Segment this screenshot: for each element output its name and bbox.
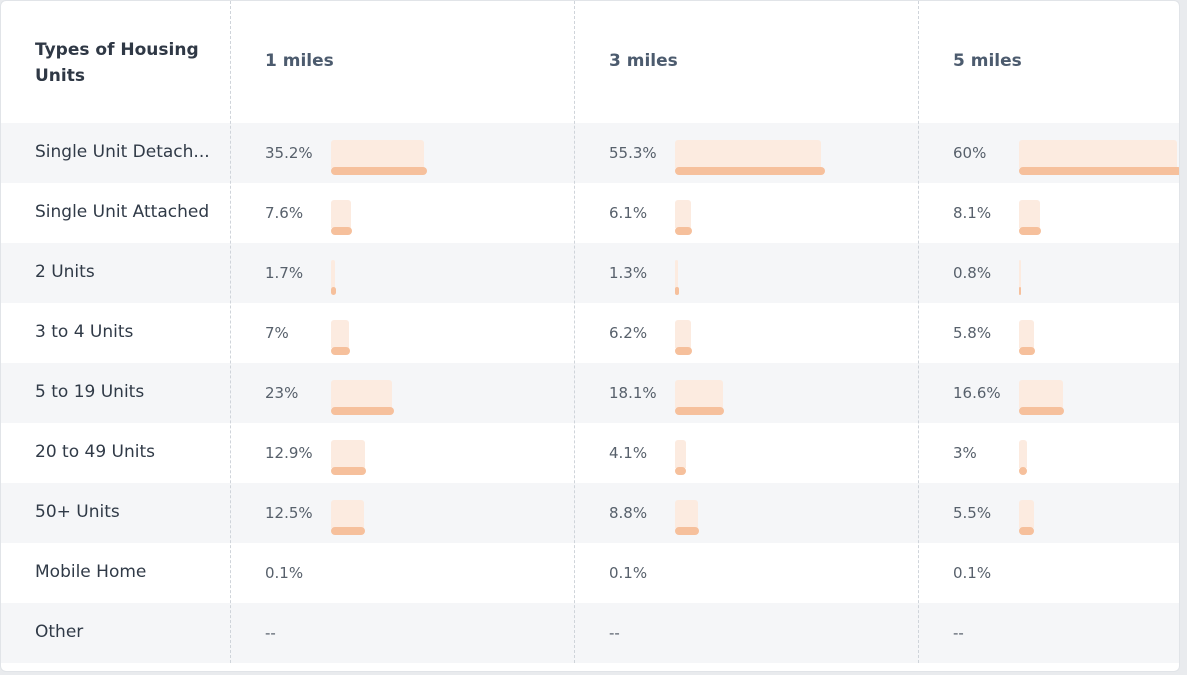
percent-value: 0.8% (953, 264, 992, 282)
table-row: 5 to 19 Units 23% 18.1% 16.6% (1, 363, 1179, 423)
percent-value: 1.3% (609, 264, 648, 282)
percent-value: 0.1% (265, 564, 304, 582)
column-divider (574, 1, 575, 663)
percent-value: 0.1% (953, 564, 992, 582)
percent-value: 12.5% (265, 504, 313, 522)
percent-value: 1.7% (265, 264, 304, 282)
table-row: 50+ Units 12.5% 8.8% 5.5% (1, 483, 1179, 543)
percent-bar (1019, 320, 1035, 355)
table-header: Types of Housing Units 1 miles 3 miles 5… (1, 1, 1179, 123)
table-row: 2 Units 1.7% 1.3% 0.8% (1, 243, 1179, 303)
table-row: 20 to 49 Units 12.9% 4.1% 3% (1, 423, 1179, 483)
percent-value: -- (265, 624, 276, 642)
percent-bar (1019, 260, 1022, 295)
percent-bar (1019, 500, 1034, 535)
percent-bar (675, 200, 692, 235)
percent-bar (675, 320, 692, 355)
table-row: Single Unit Attached 7.6% 6.1% 8.1% (1, 183, 1179, 243)
table-row: 3 to 4 Units 7% 6.2% 5.8% (1, 303, 1179, 363)
row-label: Single Unit Detach... (35, 142, 210, 162)
percent-bar (1019, 440, 1028, 475)
row-label: 3 to 4 Units (35, 322, 134, 342)
percent-bar (675, 140, 826, 175)
percent-bar (675, 260, 679, 295)
table-row: Mobile Home 0.1% 0.1% 0.1% (1, 543, 1179, 603)
percent-bar (331, 320, 351, 355)
percent-value: 12.9% (265, 444, 313, 462)
row-label: Other (35, 622, 84, 642)
row-label: 20 to 49 Units (35, 442, 156, 462)
percent-bar (331, 200, 352, 235)
header-1-miles: 1 miles (265, 51, 334, 71)
percent-bar (331, 260, 336, 295)
percent-value: 4.1% (609, 444, 648, 462)
percent-value: 23% (265, 384, 299, 402)
header-types-of-housing-units: Types of Housing Units (35, 40, 199, 86)
table-row: Other -- -- -- (1, 603, 1179, 663)
row-label: 2 Units (35, 262, 95, 282)
percent-value: 5.8% (953, 324, 992, 342)
percent-bar (331, 440, 367, 475)
percent-bar (331, 380, 394, 415)
row-label: 5 to 19 Units (35, 382, 145, 402)
row-label: Mobile Home (35, 562, 147, 582)
percent-value: 16.6% (953, 384, 1001, 402)
percent-bar (1019, 380, 1065, 415)
percent-value: 7% (265, 324, 289, 342)
percent-value: -- (609, 624, 620, 642)
percent-value: 7.6% (265, 204, 304, 222)
percent-bar (331, 500, 365, 535)
percent-value: 35.2% (265, 144, 313, 162)
percent-bar (1019, 200, 1042, 235)
percent-value: 8.1% (953, 204, 992, 222)
percent-bar (1019, 140, 1179, 175)
header-5-miles: 5 miles (953, 51, 1022, 71)
percent-value: -- (953, 624, 964, 642)
percent-value: 18.1% (609, 384, 657, 402)
percent-value: 8.8% (609, 504, 648, 522)
percent-value: 55.3% (609, 144, 657, 162)
percent-bar (675, 500, 699, 535)
row-label: 50+ Units (35, 502, 120, 522)
column-divider (230, 1, 231, 663)
row-label: Single Unit Attached (35, 202, 210, 222)
percent-value: 3% (953, 444, 977, 462)
percent-value: 0.1% (609, 564, 648, 582)
percent-bar (331, 140, 427, 175)
percent-bar (675, 440, 687, 475)
percent-value: 6.1% (609, 204, 648, 222)
percent-value: 5.5% (953, 504, 992, 522)
percent-value: 6.2% (609, 324, 648, 342)
percent-value: 60% (953, 144, 987, 162)
column-divider (918, 1, 919, 663)
header-3-miles: 3 miles (609, 51, 678, 71)
percent-bar (675, 380, 725, 415)
table-row: Single Unit Detach... 35.2% 55.3% 60% (1, 123, 1179, 183)
